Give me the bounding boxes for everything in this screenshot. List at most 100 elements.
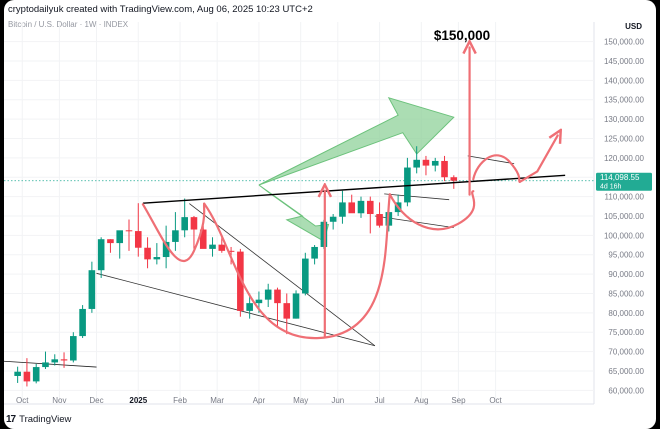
left-bump-curve	[141, 202, 206, 262]
candle-body	[107, 239, 114, 244]
price-tick-label: 85,000.00	[608, 289, 644, 298]
target-price-annotation: $150,000	[434, 28, 490, 43]
price-axis[interactable]: 60,000.00 65,000.00 70,000.00 75,000.00 80,0…	[604, 38, 645, 396]
price-tick-label: 80,000.00	[608, 309, 644, 318]
flag2-upper-line	[467, 155, 515, 165]
price-box-bg	[596, 172, 652, 191]
candle-body	[329, 216, 337, 222]
candle-body	[246, 303, 253, 311]
candle-body	[311, 246, 318, 259]
chart-card: cryptodailyuk created with TradingView.c…	[4, 0, 656, 429]
candle-body	[116, 230, 124, 244]
candle-body	[283, 303, 291, 319]
time-tick-label: Feb	[173, 396, 187, 405]
time-tick-label: Dec	[89, 396, 103, 405]
candle-body	[125, 230, 133, 232]
time-tick-label: Sep	[451, 396, 466, 405]
time-tick-label: Nov	[52, 396, 66, 405]
candle-body	[302, 258, 309, 294]
current-price-label: 114,098.55 4d 16h	[596, 172, 652, 191]
candle-body	[404, 167, 411, 203]
candle-body	[339, 202, 346, 217]
tradingview-footer[interactable]: 17 TradingView	[6, 414, 71, 425]
candle-body	[255, 299, 263, 304]
time-tick-label: 2025	[129, 396, 147, 405]
symbol-legend[interactable]: Bitcoin / U.S. Dollar · 1W · INDEX	[8, 20, 129, 29]
brand-label: TradingView	[19, 414, 72, 425]
candle-body	[190, 217, 198, 230]
time-tick-label: Jun	[331, 396, 344, 405]
candle-body	[60, 359, 68, 361]
price-tick-label: 100,000.00	[604, 231, 645, 240]
price-tick-label: 110,000.00	[605, 193, 645, 202]
price-tick-label: 120,000.00	[604, 154, 645, 163]
time-tick-label: Jul	[374, 396, 384, 405]
projection-arrow	[518, 135, 558, 183]
price-tick-label: 105,000.00	[604, 212, 645, 221]
candle-body	[32, 367, 40, 382]
candle-body	[153, 257, 161, 260]
candle-body	[144, 247, 151, 260]
bar-countdown: 4d 16h	[600, 184, 622, 191]
support-line-left	[4, 360, 97, 368]
price-tick-label: 150,000.00	[604, 38, 645, 47]
handle-curve	[388, 190, 476, 231]
current-price-value: 114,098.55	[600, 173, 640, 182]
candle-body	[70, 336, 77, 361]
time-tick-label: May	[293, 396, 308, 405]
candle-body	[162, 241, 170, 258]
candle-body	[42, 362, 49, 368]
attribution-text: cryptodailyuk created with TradingView.c…	[8, 4, 313, 15]
candle-body	[199, 229, 207, 249]
candle-body	[348, 202, 356, 214]
candle-body	[422, 159, 430, 166]
time-tick-label: Aug	[414, 396, 428, 405]
time-tick-label: Oct	[16, 396, 29, 405]
price-tick-label: 135,000.00	[604, 96, 645, 105]
green-arrow-up	[258, 96, 455, 186]
price-tick-label: 70,000.00	[608, 348, 644, 357]
currency-label[interactable]: USD	[625, 22, 642, 31]
candle-body	[218, 244, 226, 251]
pattern-drawings-front	[141, 47, 566, 340]
candle-body	[209, 244, 216, 249]
candle-body	[23, 371, 31, 382]
candle-body	[413, 159, 420, 168]
price-tick-label: 65,000.00	[608, 367, 644, 376]
candles	[14, 146, 458, 387]
candle-body	[172, 230, 179, 242]
candle-body	[97, 239, 105, 271]
candle-body	[181, 217, 188, 231]
candle-body	[357, 200, 365, 214]
candle-body	[450, 177, 458, 181]
price-tick-label: 130,000.00	[604, 115, 645, 124]
price-tick-label: 145,000.00	[604, 57, 645, 66]
candle-body	[88, 270, 96, 309]
neckline-resistance	[142, 174, 566, 204]
candle-body	[366, 200, 374, 215]
price-tick-label: 75,000.00	[608, 328, 644, 337]
time-axis[interactable]: Oct Nov Dec 2025 Feb Mar Apr May Jun Jul Aug Sep Oct	[16, 396, 503, 405]
price-tick-label: 60,000.00	[608, 386, 644, 395]
candle-body	[376, 214, 383, 226]
cup-curve	[203, 193, 391, 340]
price-tick-label: 95,000.00	[608, 251, 644, 260]
candle-body	[237, 251, 244, 311]
wedge-upper-line	[189, 203, 376, 347]
candle-body	[274, 289, 281, 304]
candle-body	[51, 359, 59, 363]
candle-body	[79, 308, 86, 337]
wedge-lower-line	[96, 272, 376, 347]
pattern-drawings	[4, 96, 515, 368]
time-tick-label: Mar	[210, 396, 224, 405]
small-curve	[472, 154, 521, 183]
candle-body	[264, 289, 272, 300]
candle-body	[431, 160, 439, 166]
price-tick-label: 90,000.00	[608, 270, 644, 279]
gridlines	[4, 22, 595, 405]
flag-upper-line	[384, 193, 450, 201]
price-tick-label: 125,000.00	[604, 134, 645, 143]
price-chart[interactable]: 60,000.00 65,000.00 70,000.00 75,000.00 80,0…	[4, 0, 656, 429]
tradingview-logo-icon: 17	[6, 414, 16, 425]
